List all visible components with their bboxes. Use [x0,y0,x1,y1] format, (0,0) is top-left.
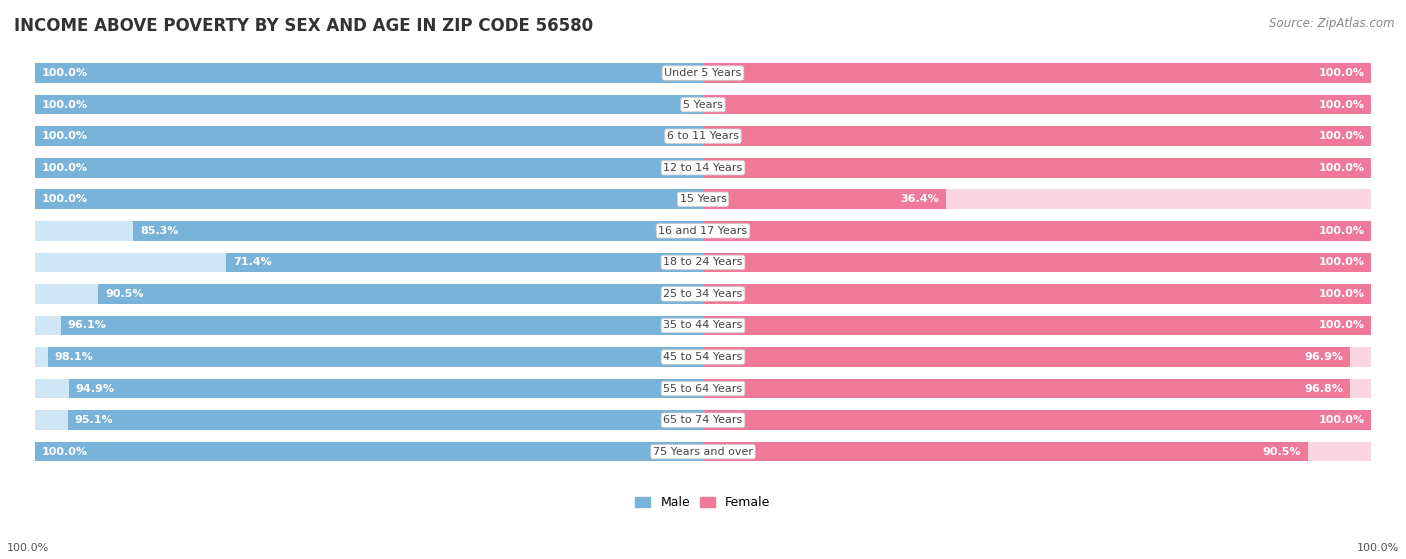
Bar [67,410,703,430]
Bar [703,158,1371,178]
Bar [703,316,1371,335]
Text: 100.0%: 100.0% [1357,543,1399,553]
Text: 100.0%: 100.0% [42,447,87,457]
Bar [703,126,1371,146]
Bar [703,190,946,209]
Text: 100.0%: 100.0% [1319,68,1364,78]
Bar [703,347,1350,367]
Bar [35,158,703,178]
Text: 100.0%: 100.0% [1319,163,1364,173]
Text: 98.1%: 98.1% [55,352,93,362]
Text: 100.0%: 100.0% [1319,131,1364,141]
Bar [703,95,1371,115]
Bar [703,316,1371,335]
Text: 12 to 14 Years: 12 to 14 Years [664,163,742,173]
Bar [35,347,703,367]
Bar [703,253,1371,272]
Bar [35,95,703,115]
Text: 16 and 17 Years: 16 and 17 Years [658,226,748,236]
Text: 100.0%: 100.0% [42,68,87,78]
Bar [35,442,703,462]
Bar [703,221,1371,240]
Text: 100.0%: 100.0% [1319,415,1364,425]
Bar [69,379,703,399]
Bar [60,316,703,335]
Bar [703,95,1371,115]
Bar [98,284,703,304]
Text: 95.1%: 95.1% [75,415,112,425]
Text: 100.0%: 100.0% [1319,320,1364,330]
Bar [35,221,703,240]
Bar [226,253,703,272]
Text: 96.8%: 96.8% [1303,383,1343,394]
Bar [48,347,703,367]
Bar [703,284,1371,304]
Bar [35,284,703,304]
Bar [703,442,1371,462]
Text: 100.0%: 100.0% [42,100,87,110]
Bar [35,190,703,209]
Text: INCOME ABOVE POVERTY BY SEX AND AGE IN ZIP CODE 56580: INCOME ABOVE POVERTY BY SEX AND AGE IN Z… [14,17,593,35]
Text: 6 to 11 Years: 6 to 11 Years [666,131,740,141]
Bar [35,442,703,462]
Text: 96.9%: 96.9% [1305,352,1344,362]
Text: 100.0%: 100.0% [1319,226,1364,236]
Bar [134,221,703,240]
Bar [703,284,1371,304]
Text: 100.0%: 100.0% [42,131,87,141]
Bar [703,442,1308,462]
Bar [35,95,703,115]
Text: 90.5%: 90.5% [105,289,143,299]
Text: 100.0%: 100.0% [42,163,87,173]
Text: 85.3%: 85.3% [141,226,179,236]
Text: 75 Years and over: 75 Years and over [652,447,754,457]
Bar [703,379,1350,399]
Text: 100.0%: 100.0% [1319,289,1364,299]
Text: 100.0%: 100.0% [1319,100,1364,110]
Text: 94.9%: 94.9% [76,383,115,394]
Bar [35,63,703,83]
Bar [35,410,703,430]
Text: 35 to 44 Years: 35 to 44 Years [664,320,742,330]
Bar [703,63,1371,83]
Bar [703,190,1371,209]
Text: Source: ZipAtlas.com: Source: ZipAtlas.com [1270,17,1395,30]
Text: 100.0%: 100.0% [42,195,87,204]
Bar [703,158,1371,178]
Text: 55 to 64 Years: 55 to 64 Years [664,383,742,394]
Text: 45 to 54 Years: 45 to 54 Years [664,352,742,362]
Bar [35,379,703,399]
Text: 100.0%: 100.0% [7,543,49,553]
Bar [703,410,1371,430]
Bar [35,126,703,146]
Bar [703,253,1371,272]
Bar [35,63,703,83]
Bar [703,221,1371,240]
Bar [35,253,703,272]
Text: 71.4%: 71.4% [233,257,271,267]
Text: Under 5 Years: Under 5 Years [665,68,741,78]
Bar [35,190,703,209]
Text: 90.5%: 90.5% [1263,447,1301,457]
Bar [703,126,1371,146]
Text: 36.4%: 36.4% [901,195,939,204]
Text: 65 to 74 Years: 65 to 74 Years [664,415,742,425]
Bar [703,63,1371,83]
Text: 15 Years: 15 Years [679,195,727,204]
Bar [703,347,1371,367]
Bar [703,379,1371,399]
Text: 100.0%: 100.0% [1319,257,1364,267]
Bar [35,126,703,146]
Text: 5 Years: 5 Years [683,100,723,110]
Bar [35,316,703,335]
Legend: Male, Female: Male, Female [630,491,776,514]
Text: 18 to 24 Years: 18 to 24 Years [664,257,742,267]
Bar [703,410,1371,430]
Bar [35,158,703,178]
Text: 25 to 34 Years: 25 to 34 Years [664,289,742,299]
Text: 96.1%: 96.1% [67,320,107,330]
